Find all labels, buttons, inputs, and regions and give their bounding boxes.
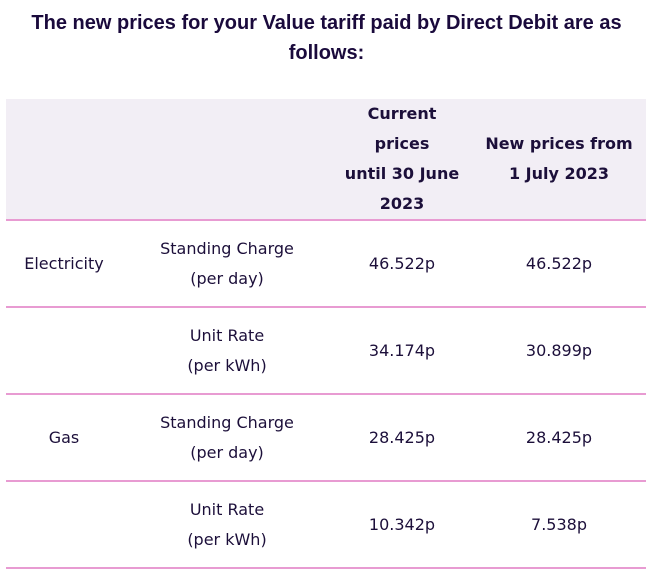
charge-unit: (per day): [190, 268, 264, 288]
fuel-cell: Gas: [6, 394, 122, 482]
charge-unit: (per kWh): [187, 529, 267, 549]
charge-type-cell: Unit Rate (per kWh): [122, 481, 332, 569]
table-row: Electricity Standing Charge (per day) 46…: [6, 220, 646, 308]
header-new-prices: New prices from 1 July 2023: [472, 99, 646, 221]
current-price-cell: 28.425p: [332, 394, 472, 482]
header-new-line: 1 July 2023: [508, 164, 610, 183]
header-current-prices: Current prices until 30 June 2023: [332, 99, 472, 221]
table-header-row: Current prices until 30 June 2023 New pr…: [6, 99, 646, 221]
new-price-cell: 7.538p: [472, 481, 646, 569]
header-current-line: 2023: [379, 194, 425, 213]
new-price-cell: 30.899p: [472, 307, 646, 395]
charge-unit: (per day): [190, 442, 264, 462]
charge-name: Unit Rate: [189, 325, 265, 345]
fuel-cell: [6, 481, 122, 569]
table-row: Unit Rate (per kWh) 34.174p 30.899p: [6, 307, 646, 395]
header-new-line: New prices from: [485, 134, 633, 153]
charge-unit: (per kWh): [187, 355, 267, 375]
fuel-cell: Electricity: [6, 220, 122, 308]
header-current-line: Current prices: [367, 104, 437, 153]
current-price-cell: 34.174p: [332, 307, 472, 395]
charge-name: Standing Charge: [160, 238, 294, 258]
charge-name: Unit Rate: [189, 499, 265, 519]
new-price-cell: 28.425p: [472, 394, 646, 482]
header-fuel: [6, 99, 122, 221]
new-price-cell: 46.522p: [472, 220, 646, 308]
charge-type-cell: Unit Rate (per kWh): [122, 307, 332, 395]
charge-type-cell: Standing Charge (per day): [122, 220, 332, 308]
header-charge-type: [122, 99, 332, 221]
table-row: Unit Rate (per kWh) 10.342p 7.538p: [6, 481, 646, 569]
current-price-cell: 10.342p: [332, 481, 472, 569]
title-line-1: The new prices for your Value tariff pai…: [31, 12, 622, 34]
title-line-2: follows:: [288, 42, 365, 64]
charge-name: Standing Charge: [160, 412, 294, 432]
page-title: The new prices for your Value tariff pai…: [10, 8, 643, 68]
current-price-cell: 46.522p: [332, 220, 472, 308]
charge-type-cell: Standing Charge (per day): [122, 394, 332, 482]
fuel-cell: [6, 307, 122, 395]
header-current-line: until 30 June: [344, 164, 460, 183]
table-row: Gas Standing Charge (per day) 28.425p 28…: [6, 394, 646, 482]
price-table: Current prices until 30 June 2023 New pr…: [6, 99, 646, 569]
